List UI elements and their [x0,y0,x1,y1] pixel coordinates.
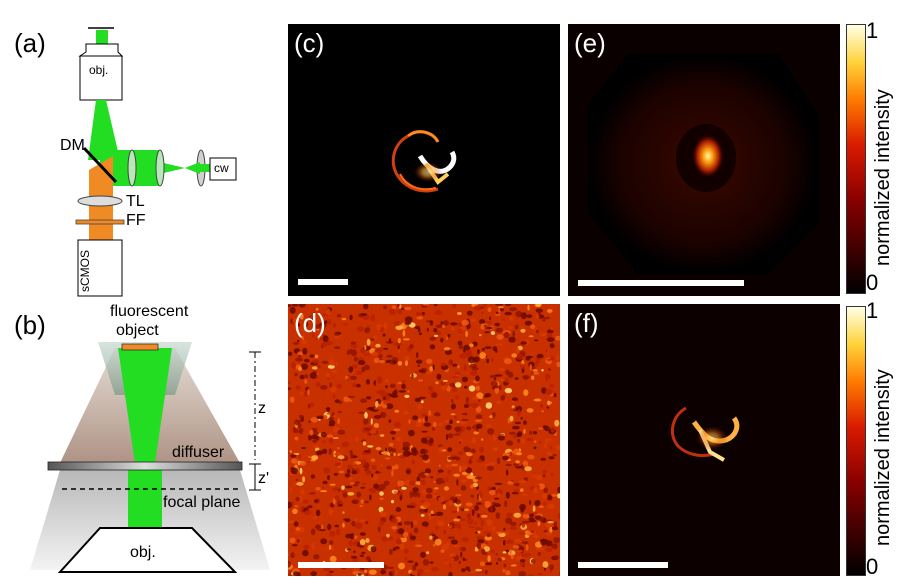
colorbar-bottom-gradient [846,306,866,576]
scale-bar-f [578,562,668,568]
ff-label: FF [126,212,146,229]
colorbar-bottom-max: 1 [866,298,879,323]
speckle-pattern [288,304,560,576]
camera-label: sCMOS [78,250,92,292]
object-label-line2: object [116,322,159,339]
bottom-objective-label: obj. [130,544,156,561]
scale-bar-e [578,280,744,286]
dm-label: DM [60,137,85,154]
objective-label: obj. [89,63,109,77]
panel-d-image: (d) [288,304,560,576]
z-label: z [258,400,266,417]
geometry-schematic [30,342,270,573]
panel-c-image: (c) [288,24,560,296]
setup-schematic [75,27,237,297]
focal-plane-label: focal plane [163,494,241,511]
object-label-line1: fluorescent [110,303,189,320]
camera-box [77,239,123,297]
tl-label: TL [126,193,145,210]
panel-e-letter: (e) [574,28,606,58]
object-reconstruction-f [568,304,840,576]
colorbar-top-min: 0 [866,270,879,295]
panel-b-letter: (b) [14,310,46,340]
panel-e-image: (e) [568,24,840,296]
diffuser-label: diffuser [172,444,225,461]
panel-f-letter: (f) [574,308,599,338]
colorbar-top-gradient [846,24,866,294]
autocorrelation-e [568,24,840,296]
panel-f-image: (f) [568,304,840,576]
colorbar-bottom-title: normalized intensity [872,369,894,546]
panel-c-letter: (c) [294,28,325,58]
laser-label: cw [214,161,229,175]
colorbar-top-title: normalized intensity [872,89,894,266]
scale-bar-d [298,562,384,568]
colorbar-top-max: 1 [866,18,879,43]
diffuser-plate [47,461,243,471]
panel-a-letter: (a) [14,28,46,58]
object-reconstruction-c [391,130,457,193]
panel-d-letter: (d) [294,308,326,338]
colorbar-bottom-min: 0 [866,554,879,579]
zprime-label: z' [258,470,270,487]
laser-box [209,157,237,181]
scale-bar-c [298,279,348,285]
